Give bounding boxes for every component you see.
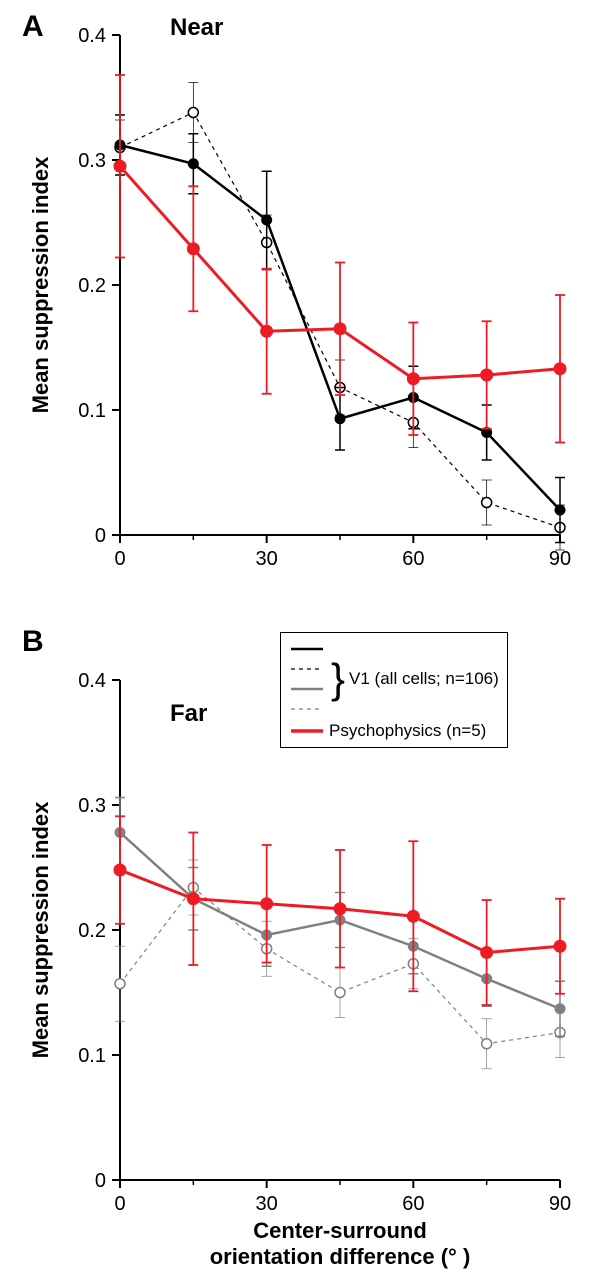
svg-text:0: 0 (95, 1170, 106, 1192)
svg-text:0: 0 (114, 1193, 125, 1215)
legend-psy-swatch (289, 721, 325, 741)
svg-text:0.3: 0.3 (78, 150, 106, 172)
legend-v1-gray-dashed-swatch (289, 699, 325, 719)
svg-text:90: 90 (549, 548, 571, 570)
figure-container: A Near B Far 0 0.1 0.2 0.3 0.4 0 30 60 90 Mean su… (0, 0, 604, 1280)
svg-text:0.2: 0.2 (78, 275, 106, 297)
svg-text:0: 0 (95, 525, 106, 547)
svg-text:0.4: 0.4 (78, 670, 106, 692)
brace-icon: } (331, 649, 345, 709)
svg-text:0.1: 0.1 (78, 1045, 106, 1067)
svg-text:orientation difference (° ): orientation difference (° ) (210, 1244, 471, 1269)
legend-psy-label: Psychophysics (n=5) (329, 721, 486, 741)
legend-v1-solid-swatch (289, 639, 325, 659)
svg-text:Mean suppression index: Mean suppression index (28, 156, 53, 413)
legend-v1-gray-solid-swatch (289, 679, 325, 699)
svg-text:60: 60 (402, 1193, 424, 1215)
svg-text:0.3: 0.3 (78, 795, 106, 817)
panel-b-subtitle: Far (170, 700, 207, 728)
svg-text:90: 90 (549, 1193, 571, 1215)
svg-text:Center-surround: Center-surround (253, 1218, 427, 1243)
legend-v1-label: V1 (all cells; n=106) (349, 669, 499, 689)
svg-text:30: 30 (256, 548, 278, 570)
legend: } V1 (all cells; n=106) Psychophysics (n… (280, 632, 508, 748)
svg-text:Mean suppression index: Mean suppression index (28, 801, 53, 1058)
legend-v1-dashed-swatch (289, 659, 325, 679)
svg-text:0.4: 0.4 (78, 25, 106, 47)
svg-text:30: 30 (256, 1193, 278, 1215)
panel-a-label: A (22, 10, 44, 44)
svg-text:0: 0 (114, 548, 125, 570)
panel-b-label: B (22, 625, 44, 659)
svg-text:0.1: 0.1 (78, 400, 106, 422)
svg-text:0.2: 0.2 (78, 920, 106, 942)
svg-text:60: 60 (402, 548, 424, 570)
panel-a-subtitle: Near (170, 14, 223, 42)
